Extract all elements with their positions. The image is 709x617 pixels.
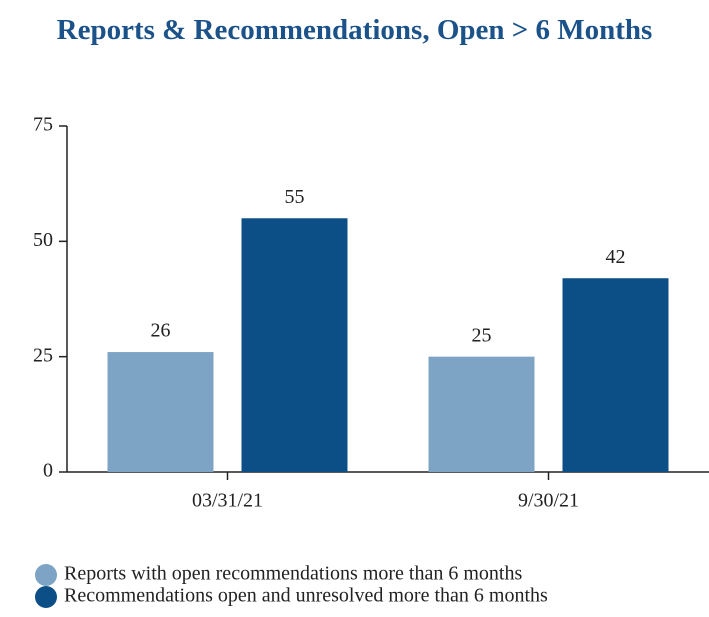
value-label: 26 bbox=[151, 320, 171, 342]
y-tick-label: 75 bbox=[33, 114, 53, 136]
bar bbox=[562, 278, 669, 472]
y-tick-label: 0 bbox=[43, 460, 53, 482]
legend-swatch bbox=[35, 586, 57, 608]
y-tick-label: 50 bbox=[33, 229, 53, 251]
chart-title: Reports & Recommendations, Open > 6 Mont… bbox=[56, 14, 653, 46]
value-label: 25 bbox=[472, 324, 492, 346]
legend-label: Recommendations open and unresolved more… bbox=[64, 585, 548, 607]
value-label: 55 bbox=[285, 186, 305, 208]
y-tick-label: 25 bbox=[33, 344, 53, 366]
legend-label: Reports with open recommendations more t… bbox=[64, 563, 522, 585]
value-label: 42 bbox=[606, 246, 626, 268]
x-tick-label: 03/31/21 bbox=[192, 490, 263, 512]
legend-swatch bbox=[35, 564, 57, 586]
bar bbox=[241, 218, 348, 472]
bar bbox=[428, 356, 535, 472]
bar bbox=[107, 352, 214, 472]
x-tick-label: 9/30/21 bbox=[518, 490, 579, 512]
